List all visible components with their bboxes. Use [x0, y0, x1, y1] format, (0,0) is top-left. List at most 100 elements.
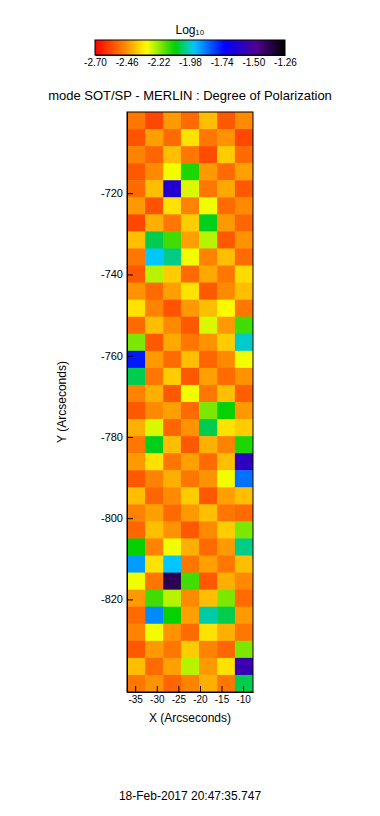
x-tick-label: -30: [150, 694, 165, 705]
y-axis-line: [127, 113, 128, 693]
cell: [163, 607, 181, 625]
cell: [163, 453, 181, 471]
cell: [199, 573, 218, 591]
cell: [217, 112, 235, 130]
cell: [235, 112, 253, 130]
cell: [199, 231, 218, 249]
colorbar-tick-label: -1.26: [274, 57, 297, 68]
cell: [199, 521, 218, 539]
cell: [217, 538, 235, 556]
cells: [127, 112, 253, 692]
x-tick-label: -20: [193, 694, 208, 705]
cell: [235, 436, 253, 454]
cell: [217, 180, 235, 198]
cell: [181, 590, 200, 608]
colorbar-tick: -1.26: [274, 55, 297, 68]
cell: [127, 641, 146, 659]
cell: [235, 317, 253, 335]
colorbar-tick-label: -2.46: [116, 57, 139, 68]
cell: [145, 470, 164, 488]
cell: [127, 248, 146, 266]
cell: [199, 658, 218, 676]
cell: [181, 248, 200, 266]
cell: [181, 641, 200, 659]
cell: [217, 197, 235, 215]
cell: [127, 470, 146, 488]
cell: [163, 504, 181, 522]
y-tick-label: -800: [101, 512, 123, 524]
x-tick-label: -15: [215, 694, 230, 705]
x-tick-mark: [200, 686, 201, 692]
cell: [163, 368, 181, 386]
cell: [199, 538, 218, 556]
colorbar-axis: -2.70-2.46-2.22-1.98-1.74-1.50-1.26: [84, 55, 297, 68]
cell: [127, 624, 146, 642]
cell: [145, 129, 164, 147]
y-tick-mark: [127, 518, 133, 519]
cell: [145, 675, 164, 692]
cell: [181, 214, 200, 232]
cell: [199, 402, 218, 420]
cell: [217, 283, 235, 301]
x-tick-mark: [222, 686, 223, 692]
cell: [181, 368, 200, 386]
cell: [163, 521, 181, 539]
cell: [235, 300, 253, 318]
cell: [163, 419, 181, 437]
cell: [181, 266, 200, 284]
cell: [145, 112, 164, 130]
cell: [199, 436, 218, 454]
cell: [217, 436, 235, 454]
cell: [163, 385, 181, 403]
cell: [163, 180, 181, 198]
cell: [145, 521, 164, 539]
cell: [181, 402, 200, 420]
x-tick: -20: [193, 686, 208, 705]
x-tick: -30: [150, 686, 165, 705]
cell: [127, 453, 146, 471]
cell: [181, 573, 200, 591]
colorbar-title: Log₁₀: [175, 23, 204, 37]
cell: [145, 487, 164, 505]
cell: [235, 129, 253, 147]
cell: [199, 419, 218, 437]
cell: [199, 300, 218, 318]
cell: [181, 300, 200, 318]
cell: [199, 368, 218, 386]
cell: [199, 197, 218, 215]
x-tick: -35: [128, 686, 143, 705]
cell: [217, 658, 235, 676]
y-tick-label: -720: [101, 187, 123, 199]
cell: [217, 487, 235, 505]
cell: [235, 453, 253, 471]
cell: [199, 351, 218, 369]
cell: [145, 163, 164, 181]
cell: [145, 436, 164, 454]
cell: [145, 368, 164, 386]
cell: [163, 129, 181, 147]
cell: [163, 197, 181, 215]
cell: [163, 436, 181, 454]
cell: [181, 419, 200, 437]
cell: [235, 197, 253, 215]
cell: [199, 248, 218, 266]
x-axis: -35-30-25-20-15-10: [128, 686, 254, 705]
cell: [127, 590, 146, 608]
cell: [181, 470, 200, 488]
x-tick-label: -35: [128, 694, 143, 705]
cell: [235, 573, 253, 591]
cell: [199, 266, 218, 284]
y-tick: -780: [101, 431, 133, 443]
x-tick-mark: [243, 686, 244, 692]
cell: [235, 521, 253, 539]
cell: [127, 487, 146, 505]
cell: [217, 146, 235, 164]
cell: [181, 624, 200, 642]
y-tick-mark: [127, 274, 133, 275]
y-tick: -720: [101, 187, 133, 199]
cell: [127, 266, 146, 284]
cell: [217, 573, 235, 591]
cell: [127, 214, 146, 232]
colorbar-axis-line: [96, 55, 286, 56]
y-tick-mark: [127, 356, 133, 357]
